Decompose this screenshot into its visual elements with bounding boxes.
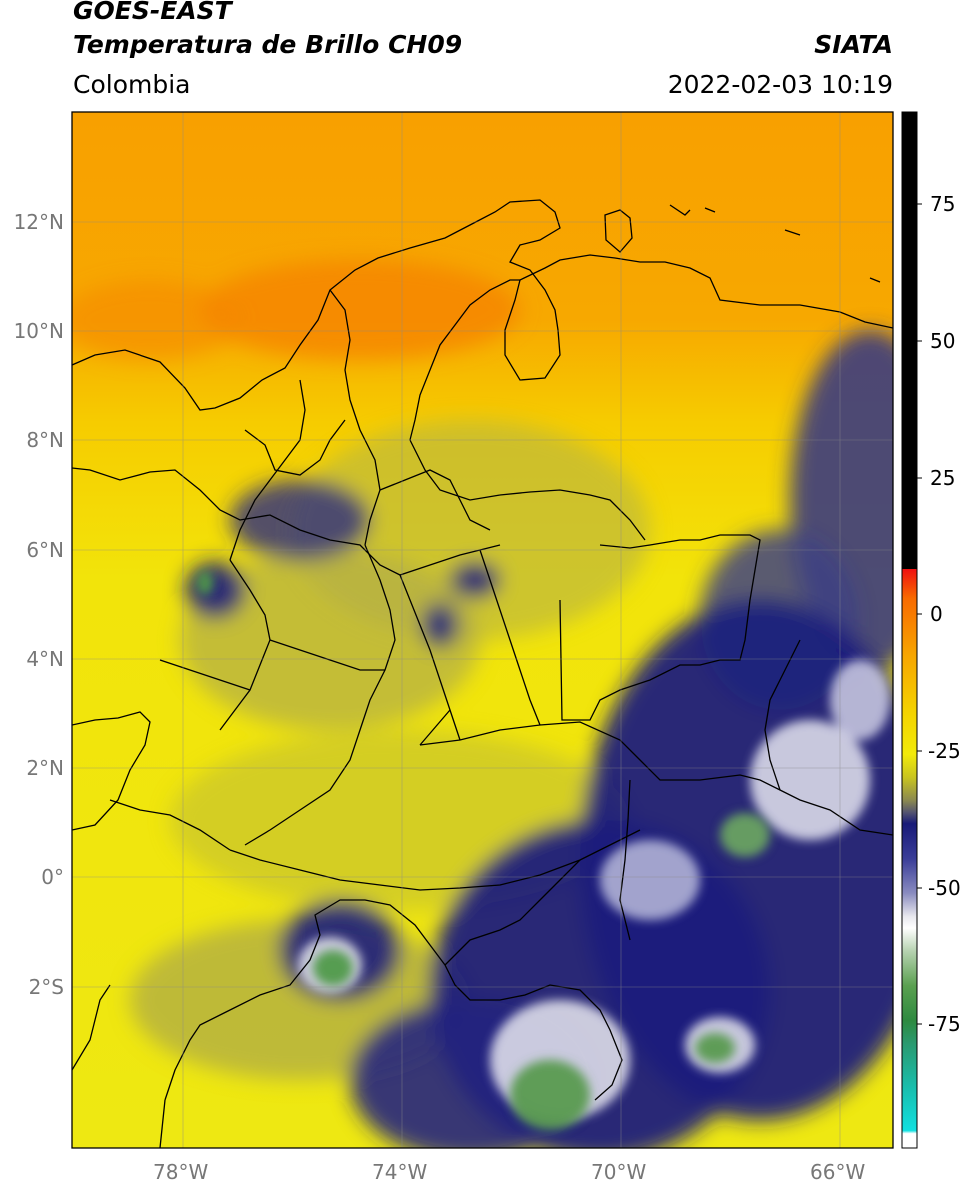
- lat-label-12n: 12°N: [13, 210, 64, 234]
- country-boundaries: [72, 199, 893, 1148]
- lon-label-66w: 66°W: [810, 1160, 866, 1184]
- colorbar-label-0: 0: [930, 602, 943, 626]
- region-label: Colombia: [73, 70, 191, 99]
- colorbar-label-minus75: -75: [928, 1012, 961, 1036]
- title-line-2: Temperatura de Brillo CH09: [73, 30, 463, 59]
- colorbar-label-minus25: -25: [928, 739, 961, 763]
- lon-label-74w: 74°W: [372, 1160, 428, 1184]
- lat-label-6n: 6°N: [26, 538, 64, 562]
- agency-label: SIATA: [814, 30, 893, 59]
- lat-label-2s: 2°S: [28, 975, 64, 999]
- colorbar-label-75: 75: [930, 192, 956, 216]
- lat-label-10n: 10°N: [13, 319, 64, 343]
- lat-label-8n: 8°N: [26, 428, 64, 452]
- lat-label-0: 0°: [41, 865, 64, 889]
- cloud-field: [72, 112, 893, 1148]
- colorbar-label-25: 25: [930, 466, 956, 490]
- colorbar-label-minus50: -50: [928, 876, 961, 900]
- lon-label-70w: 70°W: [591, 1160, 647, 1184]
- lat-label-4n: 4°N: [26, 647, 64, 671]
- colorbar-label-50: 50: [930, 329, 956, 353]
- lon-label-78w: 78°W: [153, 1160, 209, 1184]
- lat-label-2n: 2°N: [26, 756, 64, 780]
- map-frame: [71, 111, 894, 1149]
- colorbar: [901, 111, 922, 1149]
- timestamp: 2022-02-03 10:19: [667, 70, 893, 99]
- title-line-1: GOES-EAST: [73, 0, 232, 25]
- graticule: [72, 112, 893, 1148]
